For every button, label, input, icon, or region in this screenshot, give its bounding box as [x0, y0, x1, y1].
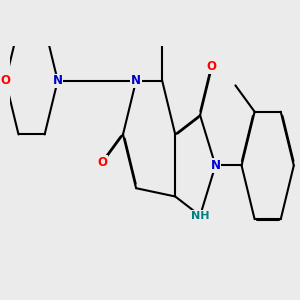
Text: O: O: [207, 60, 217, 74]
Text: O: O: [98, 156, 108, 169]
Text: N: N: [210, 159, 220, 172]
Text: N: N: [131, 74, 141, 87]
Text: NH: NH: [191, 211, 209, 221]
Text: N: N: [53, 74, 63, 87]
Text: O: O: [1, 74, 10, 87]
